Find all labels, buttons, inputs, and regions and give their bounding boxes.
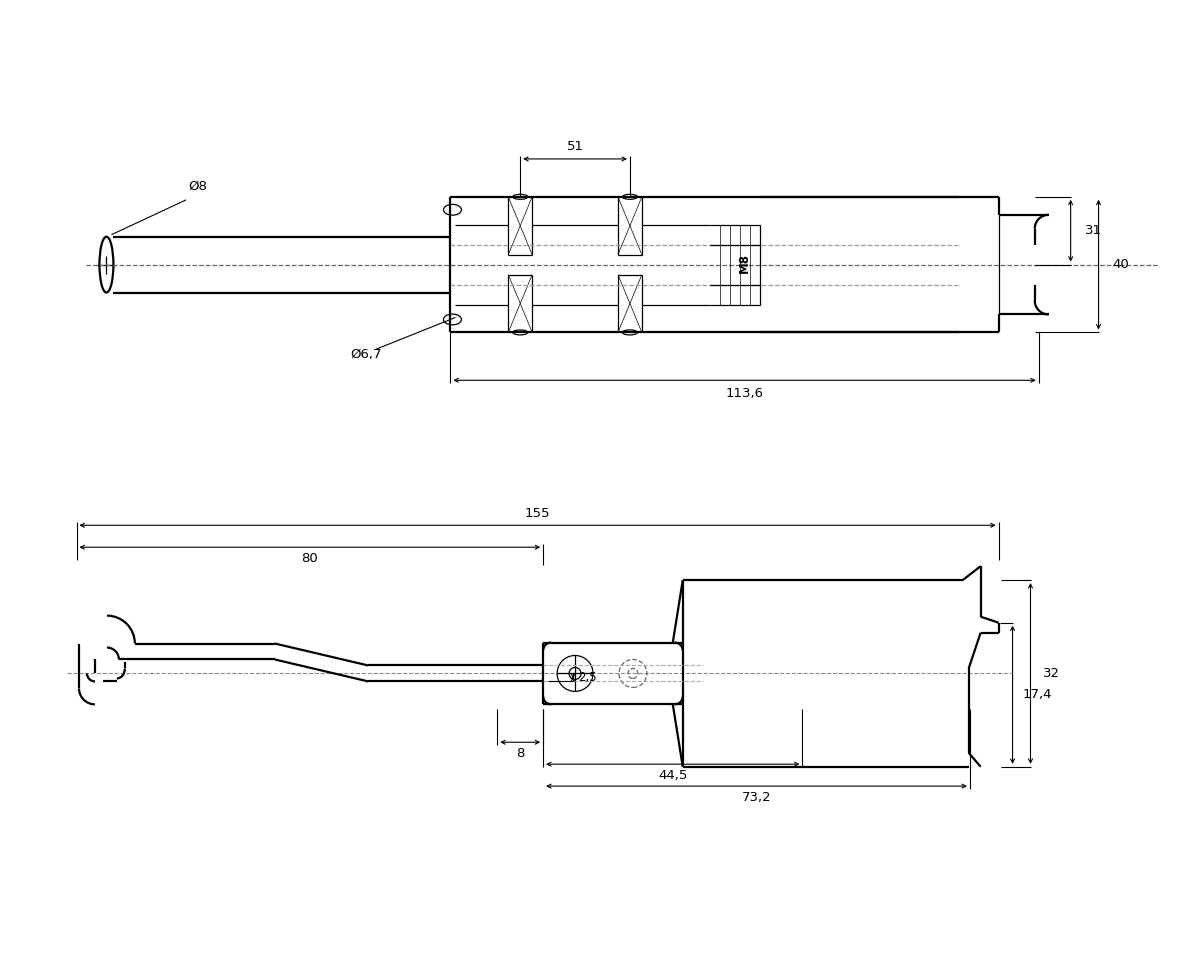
Text: Ø6,7: Ø6,7 bbox=[350, 348, 383, 361]
Text: 51: 51 bbox=[566, 141, 583, 153]
Text: 155: 155 bbox=[524, 507, 551, 520]
Text: 44,5: 44,5 bbox=[658, 768, 688, 782]
Text: 2,5: 2,5 bbox=[578, 671, 596, 683]
Text: 32: 32 bbox=[1044, 667, 1061, 680]
Text: 80: 80 bbox=[301, 551, 318, 565]
Text: 8: 8 bbox=[516, 747, 524, 760]
Text: 113,6: 113,6 bbox=[726, 387, 763, 400]
Text: M8: M8 bbox=[738, 253, 751, 273]
Text: 73,2: 73,2 bbox=[742, 790, 772, 804]
Text: Ø8: Ø8 bbox=[188, 179, 208, 193]
Text: 17,4: 17,4 bbox=[1022, 688, 1052, 701]
Text: 40: 40 bbox=[1112, 258, 1129, 271]
Text: 31: 31 bbox=[1085, 225, 1102, 237]
